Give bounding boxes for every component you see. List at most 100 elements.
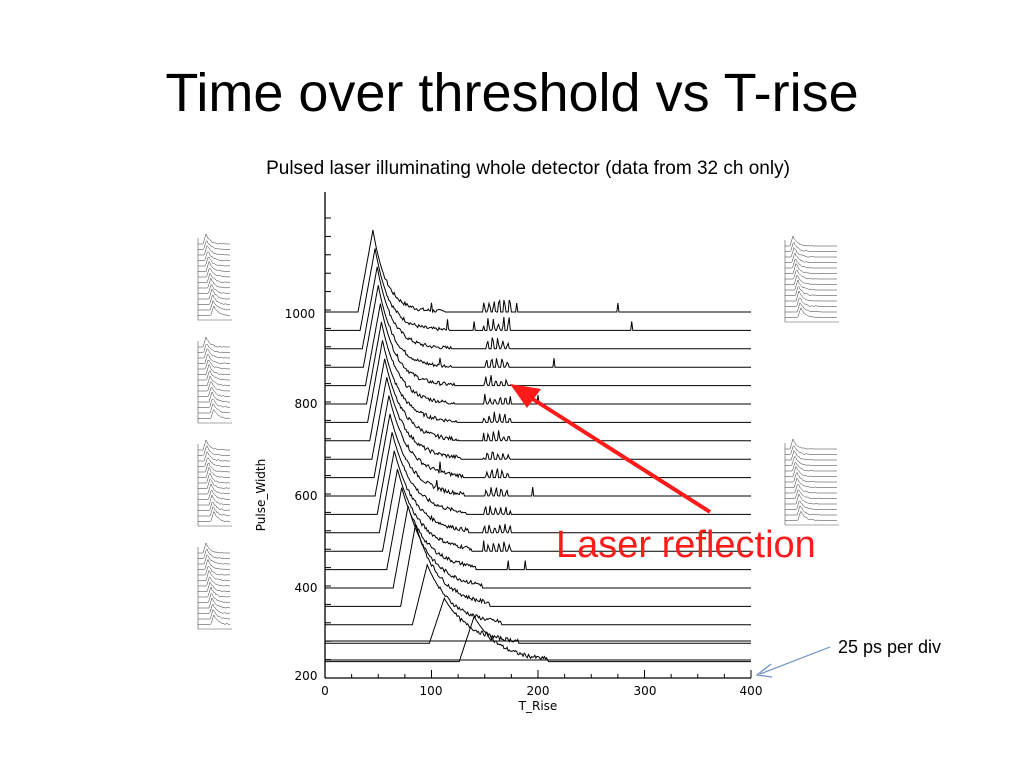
thumbnail-trace <box>198 233 230 245</box>
thumbnail-plot <box>197 233 232 321</box>
thumbnail-trace <box>198 272 231 283</box>
thumbnail-trace <box>198 462 230 473</box>
thumbnail-trace <box>785 269 837 280</box>
thumbnail-plot <box>784 438 839 526</box>
thumbnail-trace <box>198 277 231 289</box>
thumbnail-trace <box>785 247 837 258</box>
thumbnail-trace <box>198 386 231 397</box>
thumbnail-trace <box>198 343 230 353</box>
x-tick-label: 200 <box>527 684 550 698</box>
thumbnail-trace <box>198 363 230 375</box>
thumbnail-trace <box>198 294 230 305</box>
thumbnail-trace <box>198 586 231 598</box>
thumbnail-trace <box>785 307 837 318</box>
trace-line <box>325 285 751 369</box>
trace-line <box>325 358 751 442</box>
thumbnail-trace <box>785 461 837 472</box>
thumbnail-trace <box>785 483 837 494</box>
trace-line <box>325 321 751 405</box>
thumbnail-trace <box>785 465 837 477</box>
thumbnail-trace <box>785 235 837 247</box>
thumbnail-axis <box>197 341 232 424</box>
thumbnail-trace <box>785 438 837 450</box>
thumbnail-trace <box>198 256 230 267</box>
thumbnail-trace <box>198 391 230 403</box>
thumbnail-trace <box>198 457 230 467</box>
thumbnail-trace <box>198 554 230 565</box>
y-axis-label: Pulse_Width <box>254 459 268 531</box>
thumbnail-trace <box>198 593 231 603</box>
thumbnail-plot <box>197 542 232 630</box>
thumbnail-trace <box>198 409 231 419</box>
thumbnail-plot <box>784 235 839 323</box>
thumbnail-trace <box>198 398 231 408</box>
thumbnail-trace <box>198 542 230 554</box>
thumbnail-trace <box>785 477 837 488</box>
trace-line <box>325 413 751 497</box>
thumbnail-plot <box>197 336 232 424</box>
thumbnail-trace <box>198 260 230 272</box>
annotation-label: Laser reflection <box>556 524 816 566</box>
thumbnail-trace <box>198 268 230 278</box>
thumbnail-trace <box>198 380 230 392</box>
thumbnail-trace <box>198 472 230 484</box>
trace-line <box>325 505 751 589</box>
thumbnail-trace <box>785 286 837 296</box>
thumbnail-trace <box>198 466 230 478</box>
thumbnail-trace <box>785 455 837 466</box>
y-tick-label: 400 <box>295 581 318 595</box>
trace-line <box>325 524 751 607</box>
thumbnail-trace <box>198 510 231 522</box>
thumbnail-trace <box>198 348 230 359</box>
y-tick-label: 800 <box>295 397 318 411</box>
note-arrow-shaft <box>759 646 831 675</box>
thumbnail-trace <box>198 478 231 489</box>
thumbnail-trace <box>198 336 230 348</box>
thumbnail-trace <box>198 490 231 500</box>
x-tick-label: 0 <box>321 684 329 698</box>
thumbnail-trace <box>785 297 837 307</box>
thumbnail-trace <box>198 614 231 625</box>
y-tick-label: 1000 <box>285 307 316 321</box>
x-axis-label: T_Rise <box>518 699 558 713</box>
trace-line <box>325 340 751 423</box>
annotation-arrow-head <box>510 384 541 408</box>
thumbnail-trace <box>785 262 837 274</box>
thumbnail-trace <box>198 439 230 451</box>
thumbnail-axis <box>784 443 839 526</box>
thumbnail-trace <box>198 353 230 364</box>
x-tick-label: 100 <box>420 684 443 698</box>
thumbnail-trace <box>198 483 231 495</box>
thumbnail-trace <box>785 505 837 516</box>
thumbnail-trace <box>198 576 230 587</box>
trace-line <box>325 487 751 571</box>
x-tick-label: 400 <box>740 684 763 698</box>
thumbnail-trace <box>785 259 837 269</box>
trace-line <box>325 563 751 626</box>
thumbnail-trace <box>198 245 230 256</box>
thumbnail-trace <box>785 500 837 510</box>
y-tick-label: 200 <box>295 669 318 683</box>
note-arrow-head <box>755 663 773 678</box>
thumbnail-trace <box>785 450 837 461</box>
trace-line <box>325 450 751 534</box>
thumbnail-trace <box>785 489 837 499</box>
trace-line <box>325 469 751 552</box>
thumbnail-trace <box>198 501 231 511</box>
thumbnail-trace <box>198 548 230 559</box>
thumbnail-trace <box>198 375 231 386</box>
thumbnail-trace <box>198 558 230 570</box>
thumbnail-trace <box>785 279 837 291</box>
thumbnail-trace <box>198 569 230 581</box>
trace-line <box>325 377 751 460</box>
thumbnail-trace <box>785 241 837 252</box>
thumbnail-trace <box>785 493 837 505</box>
thumbnail-trace <box>198 370 231 381</box>
slide-title: Time over threshold vs T-rise <box>165 63 859 123</box>
thumbnail-trace <box>785 290 837 302</box>
thumbnail-trace <box>198 451 230 462</box>
thumbnail-trace <box>198 284 231 294</box>
trace-line <box>325 303 751 387</box>
slide-subtitle: Pulsed laser illuminating whole detector… <box>266 158 790 179</box>
